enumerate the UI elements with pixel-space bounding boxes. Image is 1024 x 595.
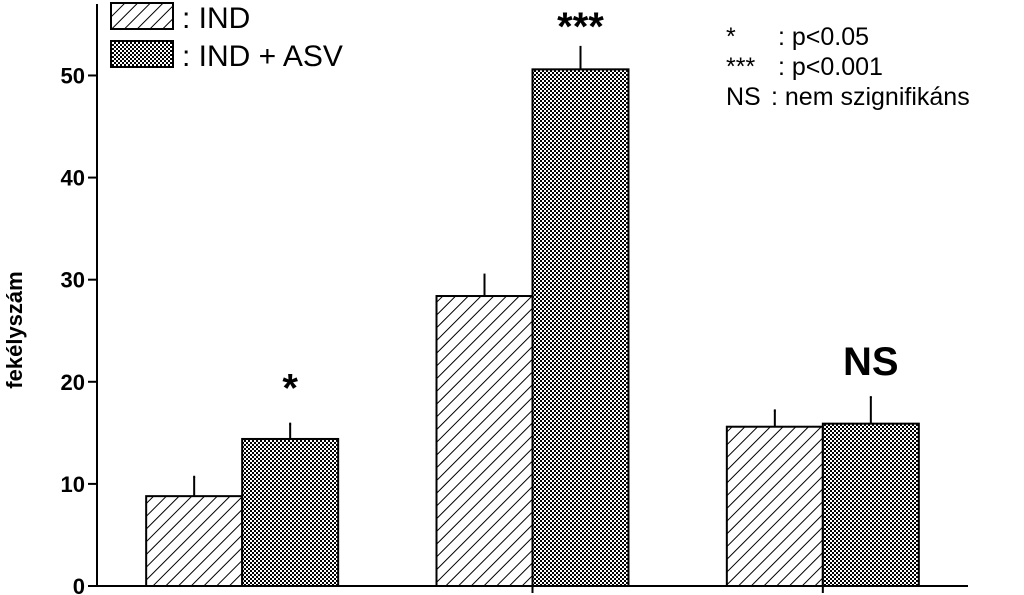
- legend: : IND : IND + ASV: [110, 2, 343, 73]
- legend-swatch-crosshatch: [110, 40, 174, 68]
- y-tick-label: 10: [61, 472, 85, 497]
- y-axis-label: fekélyszám: [2, 271, 27, 388]
- bar-hatch: [725, 425, 824, 587]
- legend-swatch-hatch: [110, 2, 174, 30]
- bar-crosshatch: [531, 68, 630, 588]
- bar-hatch: [435, 295, 534, 587]
- y-tick-label: 0: [73, 574, 85, 595]
- y-tick-label: 30: [61, 268, 85, 293]
- note-text-triple-star: : p<0.001: [778, 53, 883, 81]
- significance-marker: *: [282, 367, 298, 411]
- significance-markers: ****NS: [282, 5, 898, 411]
- legend-label-ind: : IND: [182, 2, 250, 35]
- significance-notes: * : p<0.05 *** : p<0.001 NS : nem szigni…: [726, 23, 970, 111]
- y-tick-label: 20: [61, 370, 85, 395]
- significance-marker: ***: [557, 5, 604, 49]
- legend-label-ind-asv: : IND + ASV: [182, 40, 343, 73]
- note-key-triple-star: ***: [726, 53, 755, 81]
- y-tick-label: 40: [61, 166, 85, 191]
- note-key-ns: NS: [726, 83, 761, 111]
- significance-marker: NS: [843, 340, 899, 384]
- note-text-single-star: : p<0.05: [778, 23, 869, 51]
- bar-hatch: [145, 495, 244, 587]
- bars: [145, 45, 920, 588]
- y-tick-label: 50: [61, 63, 85, 88]
- note-key-single-star: *: [726, 23, 736, 51]
- bar-crosshatch: [821, 422, 920, 587]
- note-text-ns: : nem szignifikáns: [771, 83, 970, 111]
- bar-crosshatch: [241, 437, 340, 587]
